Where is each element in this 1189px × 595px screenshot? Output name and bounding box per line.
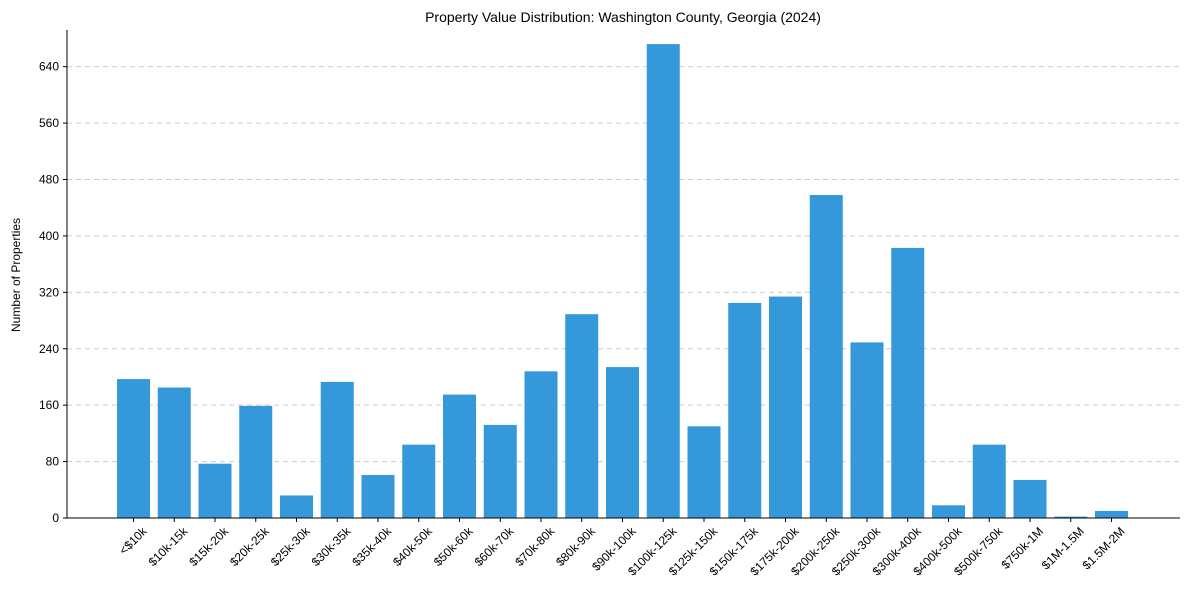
bar-17 xyxy=(809,195,843,518)
x-tick-label-0: <$10k xyxy=(116,524,150,558)
bar-21 xyxy=(972,444,1006,518)
bar-4 xyxy=(280,495,313,518)
y-tick-label-3: 240 xyxy=(39,342,59,356)
bar-19 xyxy=(891,247,925,518)
bar-11 xyxy=(565,314,599,518)
x-tick-label-4: $25k-30k xyxy=(268,524,314,570)
y-tick-label-5: 400 xyxy=(39,229,59,243)
bar-13 xyxy=(646,44,680,519)
y-axis-label: Number of Properties xyxy=(9,218,23,332)
bar-7 xyxy=(402,444,436,518)
bar-9 xyxy=(483,424,517,518)
y-tick-label-6: 480 xyxy=(39,173,59,187)
x-tick-labels: <$10k$10k-15k$15k-20k$20k-25k$25k-30k$30… xyxy=(116,518,1128,578)
y-tick-label-2: 160 xyxy=(39,398,59,412)
bar-2 xyxy=(198,463,232,518)
bar-24 xyxy=(1095,510,1128,518)
x-tick-label-7: $40k-50k xyxy=(390,524,436,570)
bar-3 xyxy=(239,405,273,518)
bar-22 xyxy=(1013,479,1047,518)
x-tick-label-6: $35k-40k xyxy=(349,524,395,570)
axes xyxy=(66,30,1180,519)
y-tick-label-7: 560 xyxy=(39,116,59,130)
bar-6 xyxy=(361,474,395,518)
x-tick-label-9: $60k-70k xyxy=(472,524,518,570)
y-tick-label-1: 80 xyxy=(46,455,60,469)
bar-1 xyxy=(157,387,191,518)
bar-14 xyxy=(687,426,721,518)
bar-15 xyxy=(728,302,762,518)
y-tick-labels: 0 80 160 240 320 400 480 560 640 xyxy=(39,60,67,525)
x-tick-label-8: $50k-60k xyxy=(431,524,477,570)
x-tick-label-2: $15k-20k xyxy=(186,524,232,570)
bar-10 xyxy=(524,371,558,518)
x-tick-label-10: $70k-80k xyxy=(512,524,558,570)
x-tick-label-3: $20k-25k xyxy=(227,524,273,570)
bar-8 xyxy=(443,394,476,518)
y-tick-label-8: 640 xyxy=(39,60,59,74)
y-tick-label-0: 0 xyxy=(52,511,59,525)
x-tick-label-24: $1.5M-2M xyxy=(1080,524,1128,572)
x-tick-label-1: $10k-15k xyxy=(146,524,192,570)
bar-5 xyxy=(320,381,354,518)
bar-18 xyxy=(850,342,884,518)
bar-16 xyxy=(769,296,802,518)
x-tick-label-23: $1M-1.5M xyxy=(1039,524,1087,572)
y-tick-label-4: 320 xyxy=(39,285,59,299)
bar-20 xyxy=(932,505,965,518)
bars xyxy=(117,44,1128,519)
bar-0 xyxy=(117,379,150,518)
x-tick-label-5: $30k-35k xyxy=(309,524,355,570)
bar-12 xyxy=(606,367,639,518)
chart-title: Property Value Distribution: Washington … xyxy=(425,9,821,25)
x-tick-label-22: $750k-1M xyxy=(998,524,1046,572)
bar-23 xyxy=(1054,516,1088,518)
